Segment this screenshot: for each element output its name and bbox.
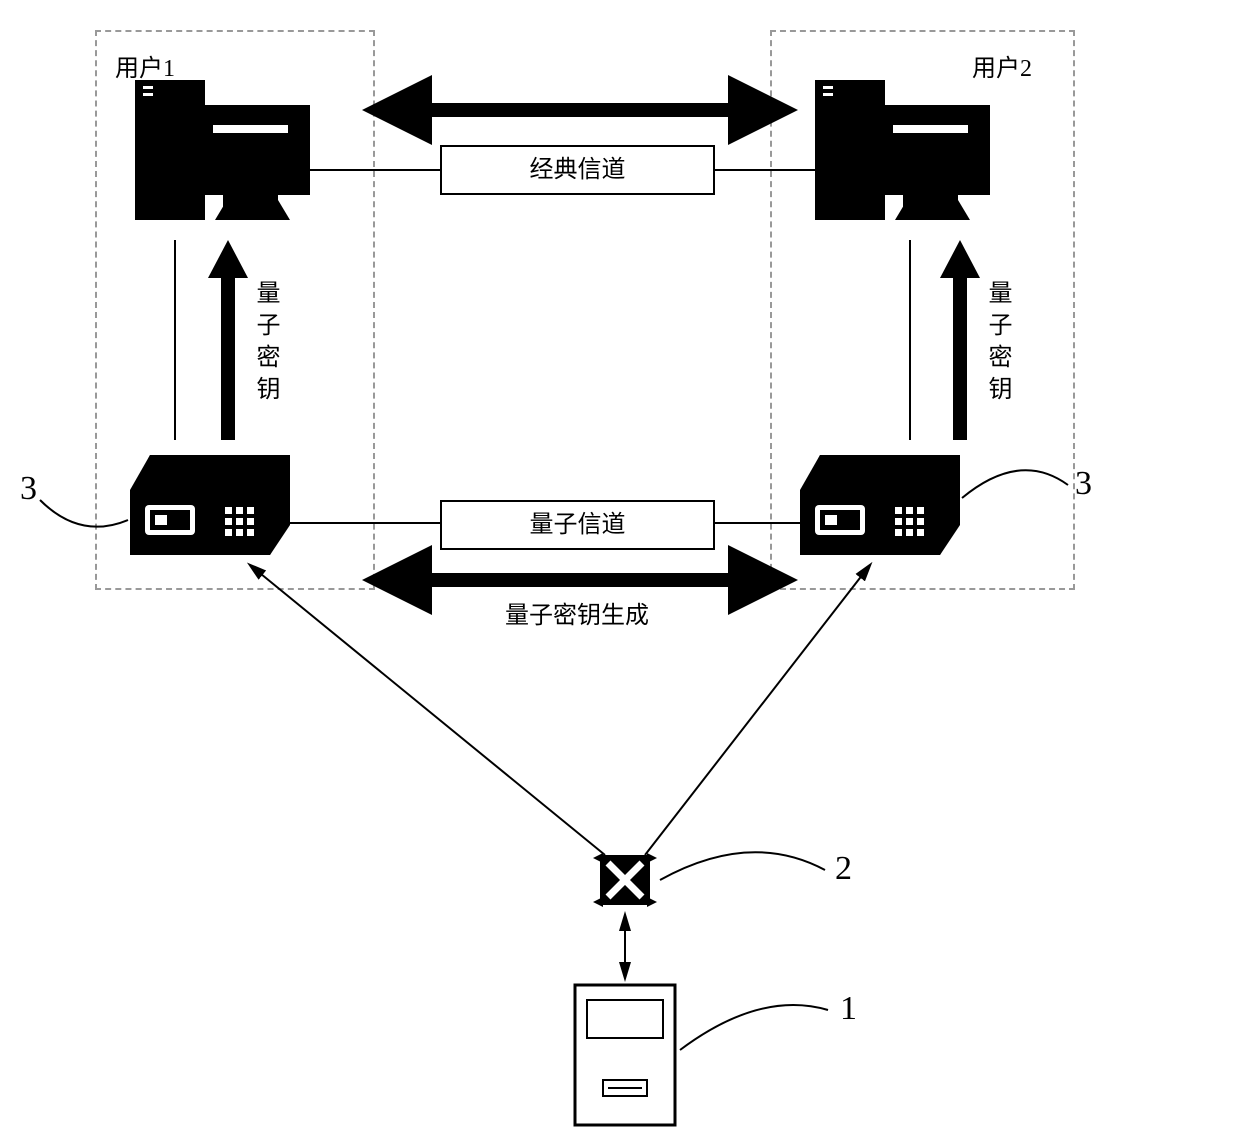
- computer-left-icon: [135, 80, 310, 220]
- ref2-leader: [660, 852, 825, 880]
- computer-right-icon: [815, 80, 990, 220]
- ref3-left-leader: [40, 500, 128, 527]
- svg-layer: [0, 0, 1240, 1131]
- ref1-leader: [680, 1005, 828, 1050]
- ref3-right-leader: [962, 470, 1068, 498]
- switch-icon: [593, 853, 657, 907]
- switch-to-right: [645, 565, 870, 855]
- qkey-arrow-left: [175, 240, 248, 440]
- qkd-left-icon: [130, 455, 290, 555]
- switch-to-left: [250, 565, 605, 855]
- diagram-canvas: 用户1 用户2 经典信道 量子信道 量子密钥生成 量子密钥 量子密钥 3 3 2…: [0, 0, 1240, 1131]
- server-icon: [575, 985, 675, 1125]
- qkey-arrow-right: [910, 240, 980, 440]
- qkd-right-icon: [800, 455, 960, 555]
